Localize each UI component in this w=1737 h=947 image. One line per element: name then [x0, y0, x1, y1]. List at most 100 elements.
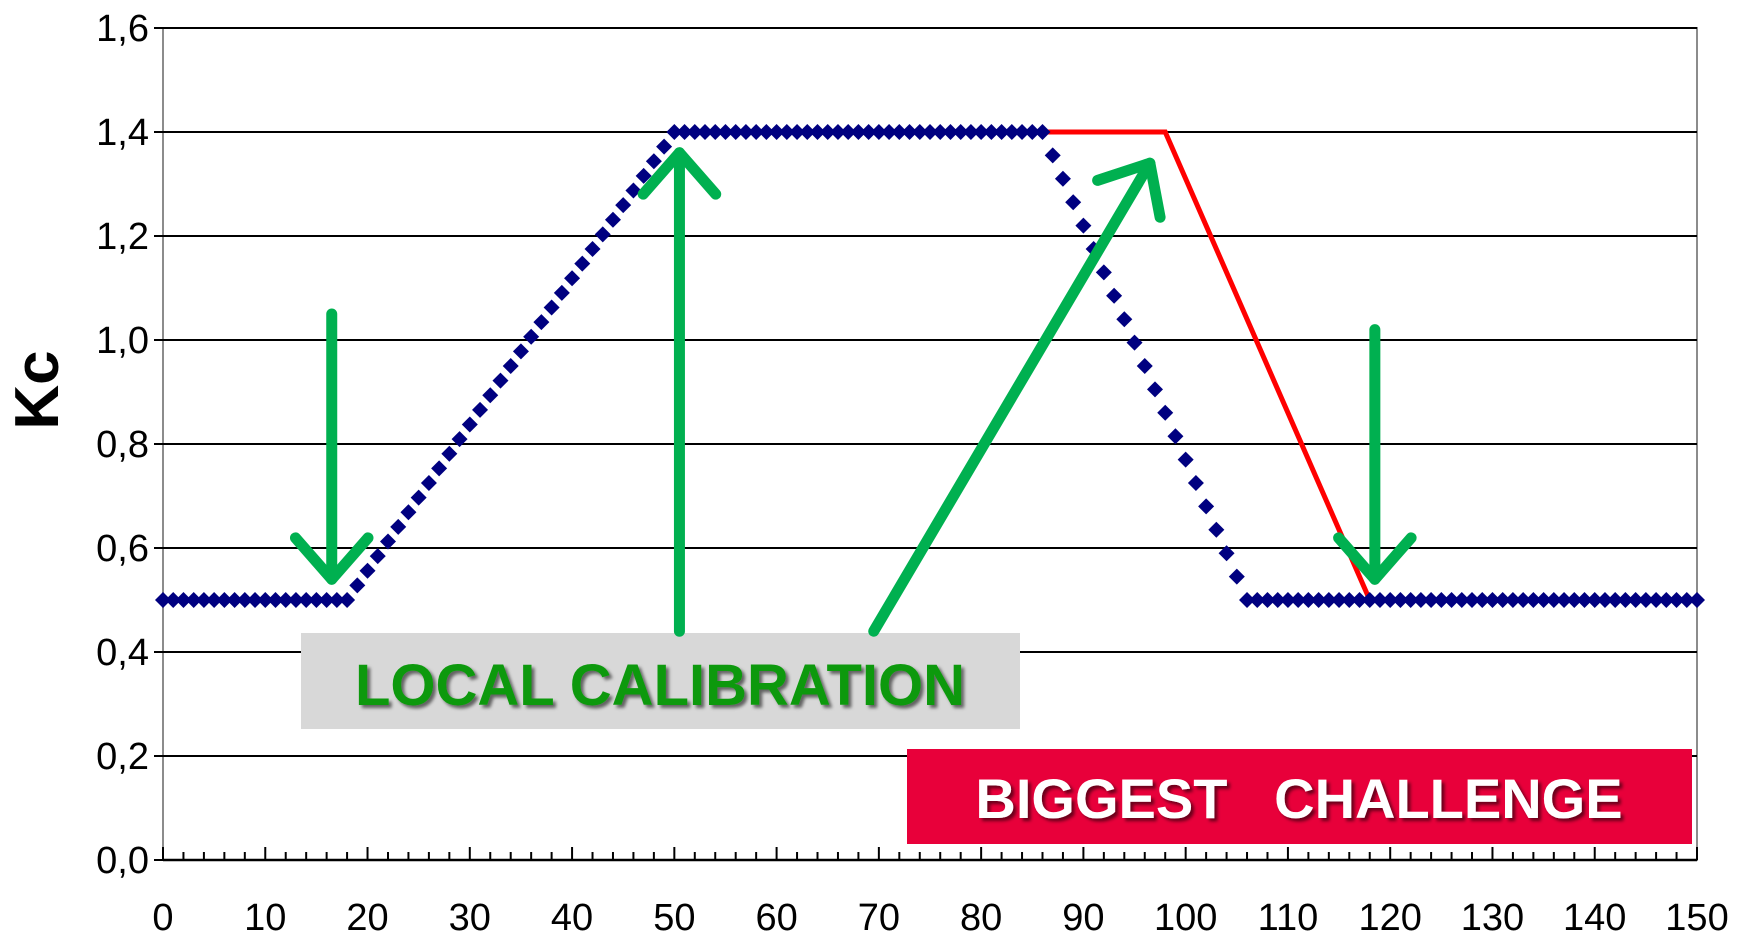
series-marker [1116, 311, 1133, 328]
x-tick-label: 0 [152, 897, 173, 939]
series-marker [993, 124, 1010, 140]
series-marker [1453, 592, 1470, 608]
annotation-biggest-challenge-text: BIGGEST CHALLENGE [975, 767, 1622, 830]
series-marker [983, 124, 1000, 140]
series-marker [236, 592, 253, 608]
y-axis-label: Kc [3, 350, 72, 429]
series-marker [1361, 592, 1378, 608]
series-marker [1239, 592, 1256, 608]
series-marker [1279, 592, 1296, 608]
series-marker [1351, 592, 1368, 608]
series-marker [1065, 194, 1082, 211]
series-marker [1617, 592, 1634, 608]
series-marker [850, 124, 867, 140]
series-marker [1586, 592, 1603, 608]
series-marker [287, 592, 304, 608]
series-marker [298, 592, 315, 608]
arrow [1333, 324, 1417, 585]
series-marker [1290, 592, 1307, 608]
series-marker [727, 124, 744, 140]
y-tick-label: 1,4 [96, 112, 149, 154]
series-marker [267, 592, 284, 608]
series-marker [758, 124, 775, 140]
series-marker [1014, 124, 1031, 140]
series-marker [1331, 592, 1348, 608]
series-marker [574, 255, 591, 272]
series-navy-markers [155, 124, 1705, 608]
annotation-biggest-challenge-box [907, 749, 1692, 844]
series-marker [962, 124, 979, 140]
series-marker [1177, 451, 1194, 468]
series-marker [1658, 592, 1675, 608]
annotation-local-calibration: LOCAL CALIBRATION [301, 633, 1020, 729]
arrow-head [637, 147, 722, 200]
series-marker [635, 167, 652, 184]
series-marker [1392, 592, 1409, 608]
series-marker [594, 226, 611, 243]
series-marker [1003, 124, 1020, 140]
annotation-local-calibration-box [301, 633, 1020, 729]
x-tick-label: 90 [1062, 897, 1104, 939]
series-marker [1146, 381, 1163, 398]
series-marker [1423, 592, 1440, 608]
x-tick-label: 30 [449, 897, 491, 939]
y-tick-labels: 0,0 0,2 0,4 0,6 0,8 1,0 1,2 1,4 1,6 [96, 8, 149, 882]
series-marker [1382, 592, 1399, 608]
series-marker [819, 124, 836, 140]
series-marker [952, 124, 969, 140]
series-marker [1167, 428, 1184, 445]
y-tick-label: 0,6 [96, 528, 149, 570]
series-marker [318, 592, 335, 608]
x-tick-label: 100 [1154, 897, 1217, 939]
series-marker [748, 124, 765, 140]
series-marker [400, 504, 417, 521]
series-marker [1464, 592, 1481, 608]
series-marker [1259, 592, 1276, 608]
series-marker [492, 372, 509, 389]
series-marker [1535, 592, 1552, 608]
series-marker [1504, 592, 1521, 608]
series-marker [911, 124, 928, 140]
series [155, 124, 1705, 608]
series-marker [482, 387, 499, 404]
series-marker [1157, 404, 1174, 421]
x-tick-label: 20 [346, 897, 388, 939]
series-marker [1637, 592, 1654, 608]
series-marker [881, 124, 898, 140]
series-marker [1474, 592, 1491, 608]
y-tick-label: 1,2 [96, 216, 149, 258]
series-marker [226, 592, 243, 608]
series-marker [533, 314, 550, 331]
series-marker [410, 489, 427, 506]
series-marker [1095, 264, 1112, 281]
arrow [868, 157, 1166, 637]
series-marker [1106, 287, 1123, 304]
series-marker [829, 124, 846, 140]
series-marker [645, 153, 662, 170]
y-tick-label: 1,0 [96, 320, 149, 362]
series-marker [553, 284, 570, 301]
y-tick-label: 0,2 [96, 736, 149, 778]
series-marker [615, 197, 632, 214]
series-marker [206, 592, 223, 608]
series-marker [717, 124, 734, 140]
x-tick-label: 60 [755, 897, 797, 939]
series-marker [1627, 592, 1644, 608]
series-marker [1556, 592, 1573, 608]
series-marker [390, 518, 407, 535]
series-marker [973, 124, 990, 140]
x-tick-label: 70 [858, 897, 900, 939]
series-marker [840, 124, 857, 140]
series-marker [860, 124, 877, 140]
series-marker [359, 562, 376, 579]
series-marker [564, 270, 581, 287]
series-marker [369, 548, 386, 565]
series-marker [502, 358, 519, 374]
series-marker [707, 124, 724, 140]
series-marker [451, 431, 468, 448]
series-marker [195, 592, 212, 608]
series-marker [523, 328, 540, 345]
y-tick-label: 1,6 [96, 8, 149, 50]
series-marker [1433, 592, 1450, 608]
